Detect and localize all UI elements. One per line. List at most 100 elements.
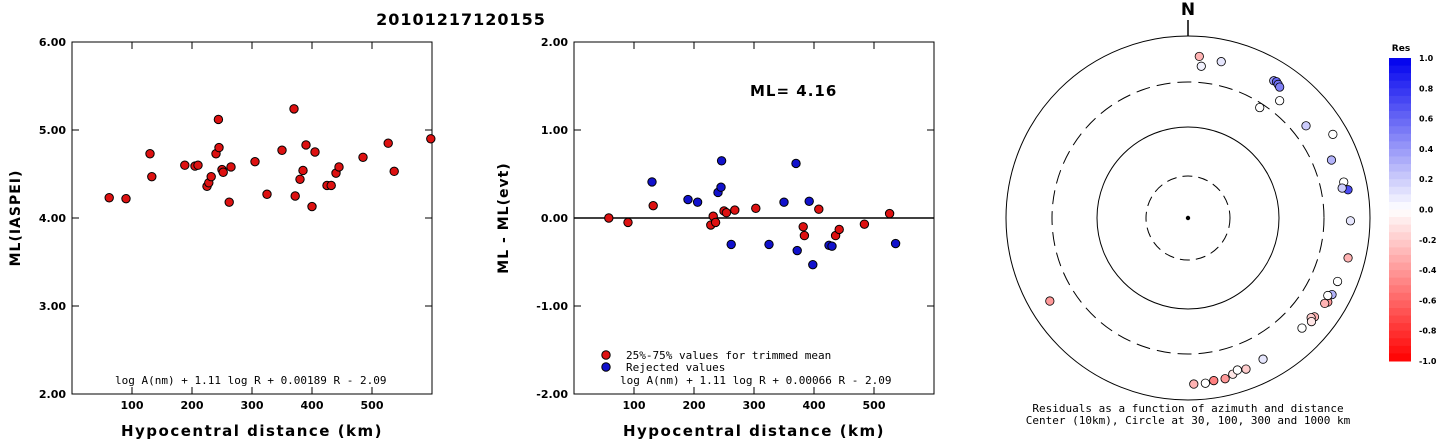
left-x-ticks: 100 200 300 400 500	[121, 42, 384, 412]
station-marker	[1045, 296, 1055, 306]
left-x-tick-label: 300	[241, 399, 264, 412]
colorbar-cell	[1389, 171, 1411, 180]
colorbar-cell	[1389, 315, 1411, 324]
ml-point	[301, 140, 311, 150]
ml-point	[180, 160, 190, 170]
colorbar-cell	[1389, 95, 1411, 104]
ml-distance-chart: ML(IASPEI) Hypocentral distance (km) 2.0…	[8, 36, 436, 440]
mid-y-tick-label: 2.00	[541, 36, 568, 49]
left-x-axis-label: Hypocentral distance (km)	[121, 422, 383, 440]
rejected-point	[827, 241, 837, 251]
epicenter-marker	[1185, 215, 1191, 221]
colorbar-cell	[1389, 186, 1411, 195]
mid-x-axis-label: Hypocentral distance (km)	[623, 422, 885, 440]
left-x-tick-label: 100	[121, 399, 144, 412]
station-marker	[1306, 317, 1317, 327]
rejected-point	[791, 158, 801, 169]
rejected-point	[716, 156, 727, 166]
colorbar-tick-label: -0.2	[1419, 236, 1437, 245]
trimmed-point	[814, 204, 824, 214]
colorbar-tick-label: 0.2	[1419, 175, 1433, 184]
mid-x-tick-label: 500	[863, 399, 886, 412]
colorbar-tick-label: -0.8	[1419, 327, 1437, 336]
colorbar-cell	[1389, 217, 1411, 226]
colorbar-cell	[1389, 201, 1411, 210]
polar-residual-plot: N Residuals as a function of azimuth and…	[1005, 0, 1371, 427]
rejected-point	[726, 239, 736, 250]
rejected-point	[779, 197, 789, 207]
colorbar-cell	[1389, 148, 1411, 157]
trimmed-point	[751, 203, 761, 214]
station-marker	[1297, 323, 1307, 333]
ml-point	[307, 201, 317, 212]
trimmed-point	[648, 200, 658, 211]
trimmed-point	[721, 208, 732, 218]
ml-point	[289, 104, 299, 114]
station-marker	[1326, 155, 1337, 165]
colorbar-tick-label: 0.0	[1419, 206, 1434, 215]
station-marker	[1232, 365, 1242, 375]
colorbar-cell	[1389, 277, 1411, 286]
colorbar-cell	[1389, 262, 1411, 271]
rejected-point	[716, 182, 726, 192]
colorbar-cell	[1389, 141, 1411, 150]
colorbar-cell	[1389, 88, 1411, 97]
station-marker	[1301, 121, 1311, 131]
trimmed-point	[834, 224, 844, 235]
colorbar-tick-label: 1.0	[1419, 54, 1434, 63]
mid-x-tick-label: 200	[683, 399, 706, 412]
colorbar-cell	[1389, 133, 1411, 142]
colorbar-cell	[1389, 270, 1411, 279]
left-y-tick-label: 3.00	[39, 300, 66, 313]
colorbar-cell	[1389, 224, 1411, 233]
colorbar-tick-label: -1.0	[1419, 357, 1437, 366]
station-marker	[1275, 82, 1285, 92]
station-marker	[1328, 129, 1338, 139]
polar-caption-line1: Residuals as a function of azimuth and d…	[1032, 402, 1343, 415]
left-y-axis-label: ML(IASPEI)	[8, 170, 24, 267]
trimmed-point	[710, 217, 721, 228]
station-marker	[1343, 253, 1353, 263]
ml-point	[121, 193, 131, 204]
left-x-tick-label: 400	[301, 399, 324, 412]
station-marker	[1332, 276, 1343, 287]
ml-point	[226, 162, 236, 172]
left-y-tick-label: 4.00	[39, 212, 66, 225]
mid-formula: log A(nm) + 1.11 log R + 0.00066 R - 2.0…	[620, 374, 892, 387]
mid-y-tick-label: -1.00	[536, 300, 568, 313]
figure-title: 20101217120155	[376, 10, 546, 29]
colorbar-cell	[1389, 232, 1411, 241]
rejected-point	[764, 239, 774, 250]
colorbar: Res 1.0 0.8 0.6 0.4 0.2 0.0 -0.2 -0.4 -0.6 -0.8 -1…	[1389, 44, 1437, 366]
station-marker	[1189, 379, 1199, 389]
colorbar-cell	[1389, 209, 1411, 218]
station-marker	[1255, 102, 1265, 113]
station-marker	[1345, 216, 1356, 226]
mid-y-tick-label: 1.00	[541, 124, 568, 137]
station-marker	[1200, 378, 1210, 388]
colorbar-cell	[1389, 292, 1411, 301]
rejected-point	[683, 194, 693, 205]
ml-point	[224, 197, 234, 207]
legend-swatch-rejected	[601, 362, 611, 372]
mid-y-axis-label: ML - ML(evt)	[496, 162, 512, 273]
colorbar-cell	[1389, 126, 1411, 135]
colorbar-cell	[1389, 194, 1411, 203]
colorbar-cell	[1389, 73, 1411, 82]
ml-point	[334, 162, 344, 172]
ml-point	[426, 134, 436, 144]
mid-x-ticks: 100 200 300 400 500	[623, 42, 886, 412]
ml-point	[290, 191, 300, 201]
trimmed-point	[799, 230, 810, 241]
station-marker	[1275, 96, 1285, 106]
left-y-ticks: 2.00 3.00 4.00 5.00 6.00	[39, 36, 432, 401]
ml-point	[206, 171, 216, 182]
ml-point	[214, 142, 224, 153]
station-marker	[1337, 183, 1347, 193]
ml-point	[277, 145, 287, 155]
mid-y-tick-label: 0.00	[541, 212, 568, 225]
legend-swatch-trimmed	[601, 350, 611, 360]
rejected-point	[808, 259, 818, 270]
legend-label-trimmed: 25%-75% values for trimmed mean	[626, 349, 831, 362]
ml-point	[295, 174, 305, 184]
